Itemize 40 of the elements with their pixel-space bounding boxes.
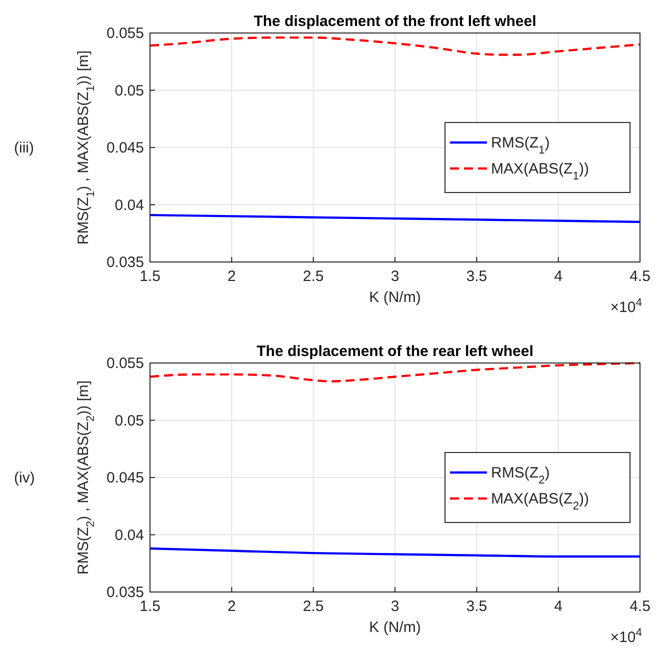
- y-tick-label: 0.05: [114, 412, 144, 430]
- x-axis-title: K (N/m): [369, 289, 421, 306]
- x-tick-label: 1.5: [140, 268, 160, 285]
- y-tick-label: 0.05: [114, 82, 144, 100]
- text: ×10$^{4}$: [610, 297, 642, 316]
- text: (iii): [14, 140, 34, 156]
- y-tick-label: 0.055: [106, 25, 144, 42]
- y-tick-label: 0.04: [114, 196, 144, 214]
- line-series: [148, 547, 642, 558]
- x-tick-label: 2: [227, 268, 236, 285]
- legend-label: MAX(ABS(Z$_{1}$)): [491, 160, 589, 182]
- x-tick-label: 3: [390, 268, 400, 285]
- x-tick-label: 1.5: [140, 598, 160, 615]
- x-axis-title: K (N/m): [369, 619, 421, 636]
- text: ×10$^{4}$: [610, 627, 642, 646]
- line-series: [148, 214, 642, 224]
- x-tick-label: 2: [227, 598, 236, 615]
- line-series: [148, 36, 642, 56]
- y-tick-label: 0.04: [114, 526, 144, 544]
- y-tick-label: 0.035: [106, 584, 144, 601]
- y-tick-label: 0.045: [106, 140, 144, 156]
- x-tick-label: 4.5: [630, 598, 650, 615]
- legend-label: RMS(Z$_{2}$): [491, 464, 550, 486]
- x-tick-label: 2.5: [302, 598, 324, 615]
- text: (iv): [14, 470, 35, 486]
- line-series: [148, 362, 642, 382]
- y-tick-label: 0.055: [106, 355, 144, 372]
- x-tick-label: 2.5: [302, 268, 324, 285]
- y-tick-label: 0.035: [106, 254, 144, 271]
- x-tick-label: 4: [554, 268, 563, 285]
- x-tick-label: 3: [390, 598, 400, 615]
- x-tick-label: 4: [554, 598, 563, 615]
- x-tick-label: 3.5: [466, 598, 488, 615]
- chart-title: The displacement of the front left wheel: [254, 13, 536, 30]
- x-tick-label: 4.5: [630, 268, 650, 285]
- legend-label: RMS(Z$_{1}$): [491, 134, 550, 156]
- chart-title: The displacement of the rear left wheel: [256, 343, 534, 360]
- y-tick-label: 0.045: [106, 470, 144, 486]
- x-tick-label: 3.5: [466, 268, 488, 285]
- legend-label: MAX(ABS(Z$_{2}$)): [491, 490, 589, 512]
